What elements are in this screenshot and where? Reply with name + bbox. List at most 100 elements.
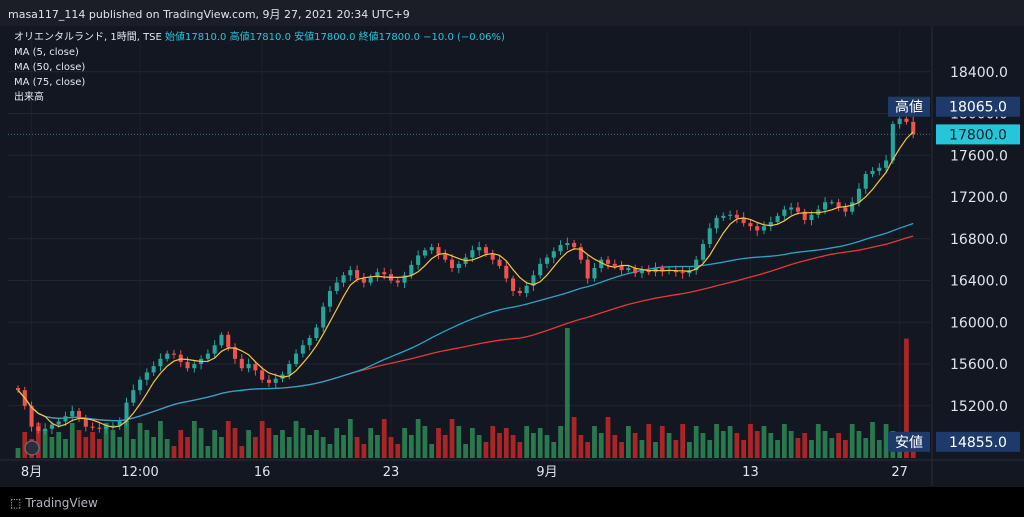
candle-body	[680, 272, 685, 274]
chart-legend: オリエンタルランド, 1時間, TSE 始値17810.0 高値17810.0 …	[14, 30, 505, 105]
candle-body	[721, 215, 726, 218]
volume-bar	[219, 437, 224, 458]
candle-body	[531, 275, 536, 286]
candle-body	[775, 215, 780, 223]
high-word-label: 高値	[895, 99, 923, 116]
volume-bar	[252, 437, 258, 458]
symbol-legend-row: オリエンタルランド, 1時間, TSE 始値17810.0 高値17810.0 …	[14, 30, 505, 45]
candle-body	[904, 118, 909, 122]
candle-body	[294, 353, 299, 365]
y-tick-label: 17200.0	[950, 190, 1008, 206]
candle-body	[341, 275, 346, 283]
candle-body	[605, 259, 611, 264]
candle-body	[741, 217, 746, 224]
volume-bar	[483, 442, 489, 458]
volume-bar	[232, 428, 238, 458]
candle-body	[287, 364, 292, 375]
volume-bar	[470, 428, 475, 458]
volume-bar	[612, 435, 618, 458]
volume-bar	[761, 426, 767, 458]
volume-bar	[795, 438, 801, 458]
publish-info-text: masa117_114 published on TradingView.com…	[8, 8, 410, 21]
volume-bar	[598, 433, 604, 458]
candle-body	[138, 379, 143, 391]
volume-bar	[158, 421, 163, 458]
candle-body	[205, 353, 210, 359]
volume-bar	[15, 448, 21, 458]
candle-body	[63, 416, 68, 422]
volume-bar	[544, 435, 550, 458]
candle-body	[239, 358, 244, 369]
candle-body	[639, 270, 644, 274]
volume-bar	[714, 424, 719, 458]
volume-bar	[727, 426, 733, 458]
candle-body	[524, 285, 529, 294]
x-tick-label: 23	[383, 465, 400, 480]
volume-bar	[422, 426, 428, 458]
candle-body	[49, 424, 54, 429]
candle-body	[36, 426, 41, 431]
last-price-tag: 17800.0	[949, 127, 1007, 143]
volume-bar	[239, 446, 245, 458]
volume-bar	[49, 437, 55, 458]
candle-body	[382, 272, 387, 275]
volume-bar	[707, 440, 713, 458]
candle-body	[612, 263, 617, 266]
volume-bar	[476, 435, 482, 458]
volume-bar	[375, 435, 380, 458]
candle-body	[829, 202, 834, 204]
high-price-tag-bg	[936, 96, 1020, 117]
volume-bar	[314, 430, 319, 458]
chart-area[interactable]: 18400.018000.017600.017200.016800.016400…	[0, 26, 1024, 486]
x-tick-label: 27	[891, 465, 908, 480]
volume-bar	[429, 444, 435, 458]
volume-bar	[415, 419, 421, 458]
candle-body	[877, 167, 882, 171]
candle-body	[497, 259, 502, 266]
candle-body	[321, 306, 326, 328]
volume-bar	[124, 421, 129, 458]
volume-bar	[571, 417, 577, 458]
volume-bar	[802, 433, 808, 458]
candle-body	[436, 247, 441, 255]
candle-body	[578, 247, 583, 260]
candle-body	[884, 160, 889, 168]
volume-bar	[456, 426, 462, 458]
indicator-volume[interactable]: 出来高	[14, 92, 44, 103]
volume-bar	[347, 419, 353, 458]
volume-bar	[198, 428, 204, 458]
candle-body	[355, 270, 360, 279]
candle-body	[538, 263, 543, 276]
volume-bar	[781, 424, 787, 458]
volume-bar	[327, 444, 333, 458]
candle-body	[151, 366, 156, 373]
volume-bar	[883, 424, 889, 458]
tradingview-branding[interactable]: ⬚ TradingView	[10, 496, 98, 510]
indicator-ma50[interactable]: MA (50, close)	[14, 62, 86, 73]
volume-bar	[151, 437, 157, 458]
volume-bar	[341, 435, 346, 458]
candle-body	[911, 121, 916, 135]
indicator-ma75[interactable]: MA (75, close)	[14, 77, 86, 88]
price-chart[interactable]: 18400.018000.017600.017200.016800.016400…	[0, 26, 1024, 486]
low-word-label: 安値	[895, 435, 923, 451]
volume-bar	[164, 439, 170, 458]
candle-body	[124, 402, 129, 422]
candle-body	[253, 364, 258, 371]
volume-bar	[361, 444, 367, 458]
candle-body	[795, 207, 800, 212]
volume-bar	[463, 444, 468, 458]
volume-bar	[205, 446, 211, 458]
x-tick-label: 16	[254, 465, 271, 480]
volume-bar	[69, 423, 75, 458]
candle-body	[429, 247, 434, 251]
volume-bar	[626, 426, 631, 458]
candle-body	[511, 278, 516, 291]
volume-bar	[870, 422, 875, 458]
candle-body	[83, 418, 88, 427]
volume-bar	[741, 440, 747, 458]
candle-body	[544, 257, 550, 264]
indicator-ma5[interactable]: MA (5, close)	[14, 47, 79, 58]
candle-body	[327, 290, 333, 307]
candle-body	[768, 222, 773, 227]
